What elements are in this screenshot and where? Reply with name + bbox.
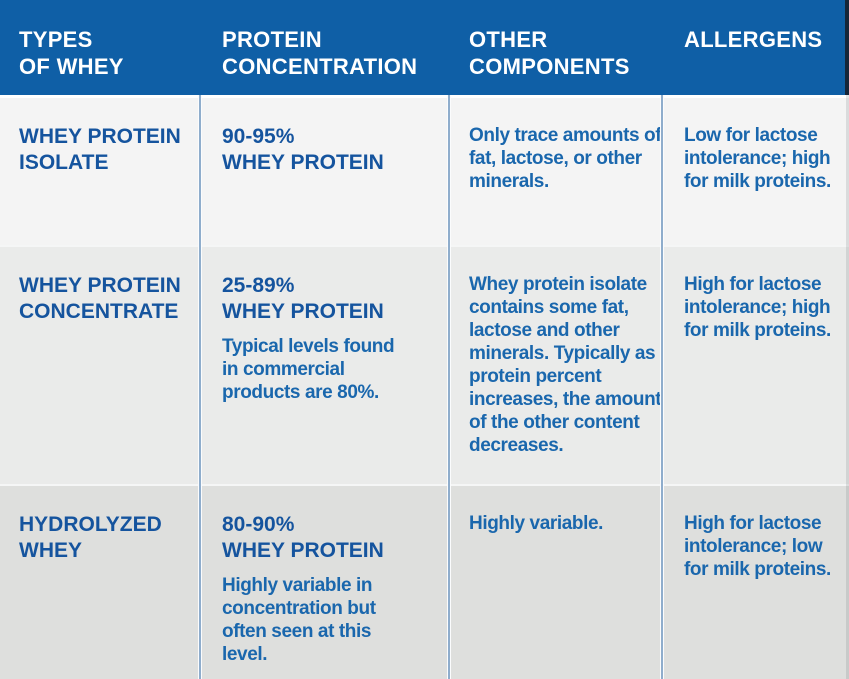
allergens-text: High for lactose intolerance; low for mi… [684, 513, 831, 580]
other-components-text: Highly variable. [469, 513, 604, 534]
row-title: HYDROLYZED WHEY [19, 513, 162, 562]
cell-allergens: High for lactose intolerance; low for mi… [662, 486, 849, 679]
cell-type: HYDROLYZED WHEY [0, 486, 201, 679]
cell-other-components: Highly variable. [449, 486, 662, 679]
table-row-whey-protein-isolate: WHEY PROTEIN ISOLATE 90-95% WHEY PROTEIN… [0, 98, 849, 245]
body-right-edge-strip [846, 95, 849, 679]
cell-type: WHEY PROTEIN CONCENTRATE [0, 247, 201, 484]
cell-other-components: Only trace amounts of fat, lactose, or o… [449, 98, 662, 245]
header-body-separator [0, 95, 849, 98]
table-row-hydrolyzed-whey: HYDROLYZED WHEY 80-90% WHEY PROTEIN High… [0, 486, 849, 679]
row-separator [0, 245, 849, 247]
column-divider-3 [661, 95, 663, 679]
concentration-note: Highly variable in concentration but oft… [222, 575, 376, 665]
cell-concentration: 25-89% WHEY PROTEIN Typical levels found… [201, 247, 449, 484]
other-components-text: Only trace amounts of fat, lactose, or o… [469, 125, 662, 192]
column-header-protein-concentration: PROTEIN CONCENTRATION [222, 27, 418, 79]
cell-concentration: 80-90% WHEY PROTEIN Highly variable in c… [201, 486, 449, 679]
allergens-text: Low for lactose intolerance; high for mi… [684, 125, 831, 192]
allergens-text: High for lactose intolerance; high for m… [684, 274, 831, 341]
column-header-allergens: ALLERGENS [684, 27, 823, 52]
table-header-row: TYPES OF WHEY PROTEIN CONCENTRATION OTHE… [0, 0, 849, 95]
concentration-headline: 25-89% WHEY PROTEIN [222, 274, 384, 323]
cell-type: WHEY PROTEIN ISOLATE [0, 98, 201, 245]
row-title: WHEY PROTEIN ISOLATE [19, 125, 181, 174]
concentration-headline: 80-90% WHEY PROTEIN [222, 513, 384, 562]
other-components-text: Whey protein isolate contains some fat, … [469, 274, 662, 456]
cell-allergens: High for lactose intolerance; high for m… [662, 247, 849, 484]
column-header-other-components: OTHER COMPONENTS [469, 27, 630, 79]
table-row-whey-protein-concentrate: WHEY PROTEIN CONCENTRATE 25-89% WHEY PRO… [0, 247, 849, 484]
cell-allergens: Low for lactose intolerance; high for mi… [662, 98, 849, 245]
concentration-headline: 90-95% WHEY PROTEIN [222, 125, 384, 174]
row-title: WHEY PROTEIN CONCENTRATE [19, 274, 181, 323]
concentration-note: Typical levels found in commercial produ… [222, 336, 395, 403]
column-divider-2 [448, 95, 450, 679]
cell-other-components: Whey protein isolate contains some fat, … [449, 247, 662, 484]
header-right-edge-strip [845, 0, 849, 95]
cell-concentration: 90-95% WHEY PROTEIN [201, 98, 449, 245]
column-header-types-of-whey: TYPES OF WHEY [19, 27, 124, 79]
column-divider-1 [199, 95, 201, 679]
row-separator [0, 484, 849, 486]
